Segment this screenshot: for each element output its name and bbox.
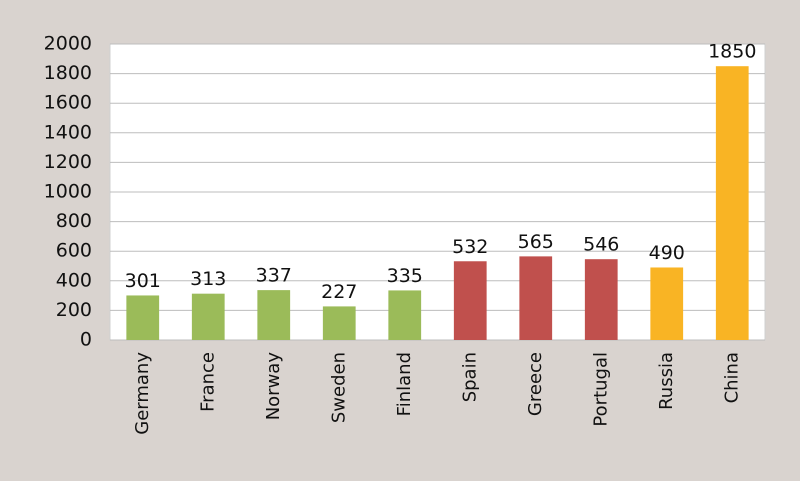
- bar: [126, 295, 160, 340]
- bar: [715, 66, 749, 340]
- value-label: 546: [583, 234, 619, 256]
- y-tick-label: 200: [56, 299, 92, 321]
- x-tick-label: Spain: [459, 352, 480, 402]
- bar: [650, 267, 684, 340]
- value-label: 490: [649, 242, 685, 264]
- x-tick-label: Norway: [263, 352, 284, 421]
- value-label: 335: [387, 265, 423, 287]
- x-tick-label: Greece: [525, 352, 546, 416]
- value-label: 301: [125, 270, 161, 292]
- bar: [191, 293, 225, 340]
- y-tick-label: 1800: [44, 62, 92, 84]
- x-tick-label: Russia: [656, 352, 677, 410]
- y-tick-label: 1200: [44, 151, 92, 173]
- x-tick-label: China: [721, 352, 742, 403]
- value-label: 337: [256, 265, 292, 287]
- x-tick-label: Finland: [394, 352, 415, 416]
- y-tick-label: 400: [56, 269, 92, 291]
- value-label: 1850: [708, 41, 756, 63]
- value-label: 313: [190, 268, 226, 290]
- x-tick-label: Germany: [132, 352, 153, 435]
- y-tick-label: 600: [56, 240, 92, 262]
- y-tick-label: 1600: [44, 92, 92, 114]
- x-tick-label: Portugal: [590, 352, 611, 427]
- bar: [388, 290, 422, 340]
- bar: [257, 290, 291, 340]
- y-tick-label: 0: [80, 329, 92, 351]
- bar: [519, 256, 553, 340]
- bar: [322, 306, 356, 340]
- value-label: 565: [518, 231, 554, 253]
- y-tick-label: 2000: [44, 33, 92, 55]
- bar: [453, 261, 487, 340]
- x-tick-label: France: [197, 352, 218, 412]
- value-label: 532: [452, 236, 488, 258]
- y-tick-label: 800: [56, 210, 92, 232]
- x-tick-label: Sweden: [328, 352, 349, 423]
- value-label: 227: [321, 281, 357, 303]
- y-tick-label: 1400: [44, 121, 92, 143]
- bar: [584, 259, 618, 340]
- y-tick-label: 1000: [44, 181, 92, 203]
